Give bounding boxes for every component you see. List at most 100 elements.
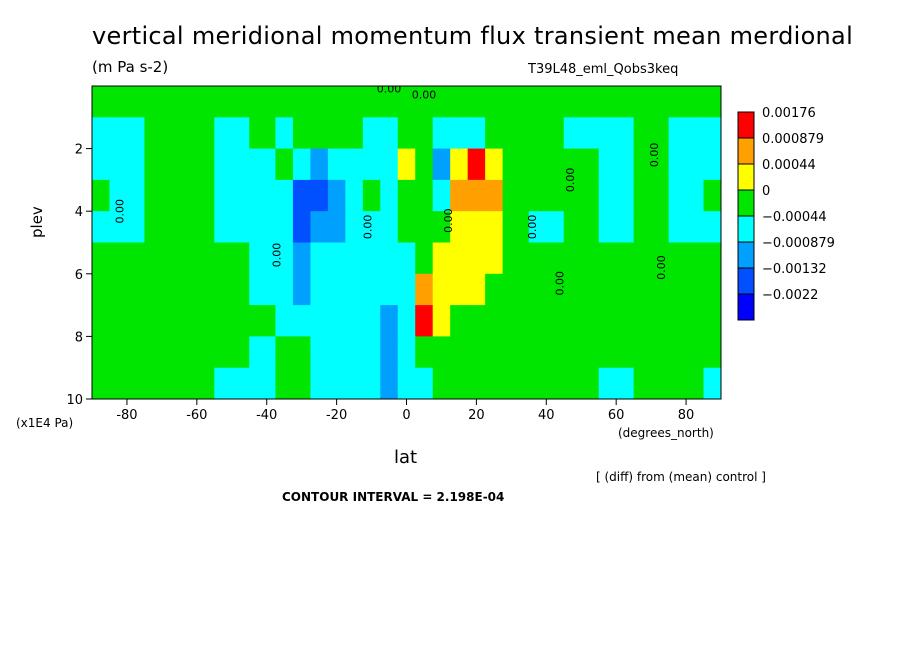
field-cell xyxy=(415,211,434,244)
field-cell xyxy=(450,148,469,181)
contour-field xyxy=(92,86,721,399)
field-cell xyxy=(415,336,434,369)
field-cell xyxy=(214,86,250,118)
field-cell xyxy=(109,336,146,369)
field-cell xyxy=(598,242,635,275)
field-cell xyxy=(109,242,146,275)
field-cell xyxy=(362,148,381,181)
field-cell xyxy=(467,117,486,150)
field-cell xyxy=(327,336,346,369)
field-cell xyxy=(703,211,721,244)
field-cell xyxy=(327,117,346,150)
field-cell xyxy=(92,242,111,275)
legend-label: 0.000879 xyxy=(762,132,824,147)
field-cell xyxy=(633,211,670,244)
field-cell xyxy=(144,211,180,244)
field-cell xyxy=(345,305,364,337)
field-cell xyxy=(415,305,434,337)
field-cell xyxy=(310,336,329,369)
field-cell xyxy=(275,211,294,244)
field-cell xyxy=(467,305,486,337)
field-cell xyxy=(144,336,180,369)
contour-label: 0.00 xyxy=(554,271,567,296)
field-cell xyxy=(275,86,294,118)
field-cell xyxy=(380,305,399,337)
legend-label: 0.00176 xyxy=(762,106,816,121)
field-cell xyxy=(467,336,486,369)
field-cell xyxy=(249,86,277,118)
field-cell xyxy=(703,336,721,369)
field-cell xyxy=(450,305,469,337)
field-cell xyxy=(528,117,565,150)
legend-label: −0.000879 xyxy=(762,236,835,251)
field-cell xyxy=(345,367,364,399)
field-cell xyxy=(668,367,705,399)
field-cell xyxy=(668,273,705,306)
field-cell xyxy=(292,117,312,150)
field-cell xyxy=(563,86,600,118)
field-cell xyxy=(214,148,250,181)
field-cell xyxy=(528,273,565,306)
field-cell xyxy=(703,273,721,306)
x-tick-label: -20 xyxy=(326,408,347,423)
field-cell xyxy=(327,305,346,337)
field-cell xyxy=(362,336,381,369)
field-cell xyxy=(345,117,364,150)
field-cell xyxy=(144,367,180,399)
x-tick-label: 80 xyxy=(678,408,695,423)
field-cell xyxy=(275,305,294,337)
field-cell xyxy=(528,367,565,399)
field-cell xyxy=(485,273,504,306)
field-cell xyxy=(345,86,364,118)
field-cell xyxy=(249,117,277,150)
field-cell xyxy=(362,86,381,118)
field-cell xyxy=(633,86,670,118)
field-cell xyxy=(450,179,469,212)
field-cell xyxy=(485,179,504,212)
field-cell xyxy=(633,242,670,275)
y-tick-label: 4 xyxy=(75,205,83,220)
field-cell xyxy=(467,211,486,244)
field-cell xyxy=(528,179,565,212)
field-cell xyxy=(92,211,111,244)
legend-swatch xyxy=(737,267,755,295)
field-cell xyxy=(144,305,180,337)
field-cell xyxy=(275,367,294,399)
x-tick-label: 60 xyxy=(608,408,625,423)
field-cell xyxy=(327,367,346,399)
legend-swatch xyxy=(737,111,755,139)
field-cell xyxy=(292,273,312,306)
field-cell xyxy=(380,211,399,244)
field-cell xyxy=(292,86,312,118)
field-cell xyxy=(397,242,416,275)
field-cell xyxy=(432,305,451,337)
field-cell xyxy=(144,273,180,306)
y-axis-scale: (x1E4 Pa) xyxy=(16,416,74,430)
field-cell xyxy=(214,179,250,212)
field-cell xyxy=(485,86,504,118)
contour-label: 0.00 xyxy=(113,199,126,224)
field-cell xyxy=(397,179,416,212)
field-cell xyxy=(598,211,635,244)
field-cell xyxy=(528,86,565,118)
field-cell xyxy=(144,242,180,275)
field-cell xyxy=(144,117,180,150)
field-cell xyxy=(633,367,670,399)
field-cell xyxy=(397,211,416,244)
legend-swatch xyxy=(737,215,755,243)
field-cell xyxy=(397,336,416,369)
x-axis-label: lat xyxy=(394,447,418,468)
field-cell xyxy=(397,273,416,306)
y-tick-label: 6 xyxy=(75,268,83,283)
field-cell xyxy=(502,336,530,369)
contour-interval: CONTOUR INTERVAL = 2.198E-04 xyxy=(282,490,505,504)
field-cell xyxy=(633,305,670,337)
field-cell xyxy=(275,179,294,212)
field-cell xyxy=(327,148,346,181)
field-cell xyxy=(563,273,600,306)
field-cell xyxy=(502,117,530,150)
field-cell xyxy=(668,211,705,244)
field-cell xyxy=(598,117,635,150)
x-tick-label: -40 xyxy=(256,408,277,423)
